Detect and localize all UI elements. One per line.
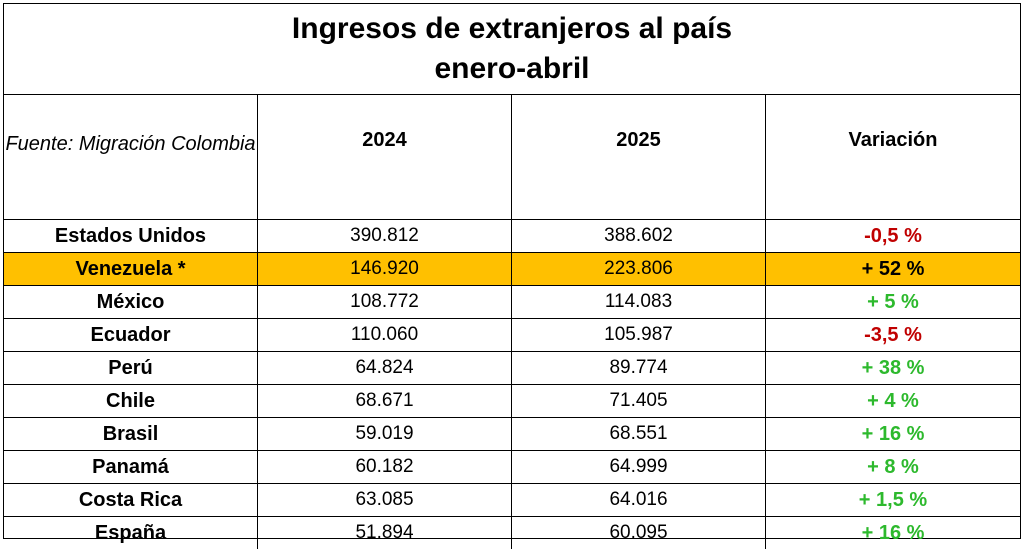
- table-row: Chile 68.671 71.405 + 4 %: [4, 384, 1020, 417]
- value-2024-cell: 64.824: [258, 352, 512, 384]
- country-cell: Brasil: [4, 418, 258, 450]
- country-cell: Estados Unidos: [4, 220, 258, 252]
- table-row: Costa Rica 63.085 64.016 + 1,5 %: [4, 483, 1020, 516]
- country-cell: Panamá: [4, 451, 258, 483]
- country-cell: Costa Rica: [4, 484, 258, 516]
- value-2024-cell: 108.772: [258, 286, 512, 318]
- table-title: Ingresos de extranjeros al país enero-ab…: [4, 4, 1020, 95]
- table-row: España 51.894 60.095 + 16 %: [4, 516, 1020, 549]
- value-2025-cell: 388.602: [512, 220, 766, 252]
- variation-cell: + 1,5 %: [858, 488, 928, 511]
- value-2024-cell: 51.894: [258, 517, 512, 549]
- column-header-2024: 2024: [258, 95, 512, 219]
- data-table: Ingresos de extranjeros al país enero-ab…: [3, 3, 1021, 549]
- header-row: Fuente: Migración Colombia 2024 2025 Var…: [4, 95, 1020, 220]
- title-line-2: enero-abril: [434, 52, 590, 85]
- variation-cell: + 8 %: [867, 455, 919, 478]
- table-row: Ecuador 110.060 105.987 -3,5 %: [4, 318, 1020, 351]
- value-2024-cell: 390.812: [258, 220, 512, 252]
- table-row: Brasil 59.019 68.551 + 16 %: [4, 417, 1020, 450]
- variation-cell: + 16 %: [861, 422, 925, 445]
- value-2024-cell: 146.920: [258, 253, 512, 285]
- country-cell: Ecuador: [4, 319, 258, 351]
- column-header-2025: 2025: [512, 95, 766, 219]
- table-row: México 108.772 114.083 + 5 %: [4, 285, 1020, 318]
- variation-cell: -3,5 %: [864, 323, 922, 346]
- variation-cell: + 4 %: [867, 389, 919, 412]
- column-header-variation: Variación: [848, 129, 938, 151]
- value-2025-cell: 89.774: [512, 352, 766, 384]
- variation-cell: + 52 %: [861, 257, 925, 280]
- table-body: Estados Unidos 390.812 388.602 -0,5 % Venezu…: [4, 220, 1020, 549]
- table-row: Estados Unidos 390.812 388.602 -0,5 %: [4, 220, 1020, 252]
- variation-cell: -0,5 %: [864, 224, 922, 247]
- value-2025-cell: 64.016: [512, 484, 766, 516]
- table-row: Venezuela * 146.920 223.806 + 52 %: [4, 252, 1020, 285]
- value-2025-cell: 223.806: [512, 253, 766, 285]
- value-2024-cell: 63.085: [258, 484, 512, 516]
- title-line-1: Ingresos de extranjeros al país: [291, 12, 733, 45]
- variation-cell: + 38 %: [861, 356, 925, 379]
- value-2025-cell: 71.405: [512, 385, 766, 417]
- value-2024-cell: 59.019: [258, 418, 512, 450]
- value-2025-cell: 60.095: [512, 517, 766, 549]
- variation-cell: + 16 %: [861, 521, 925, 544]
- value-2025-cell: 68.551: [512, 418, 766, 450]
- country-cell: México: [4, 286, 258, 318]
- table-row: Perú 64.824 89.774 + 38 %: [4, 351, 1020, 384]
- value-2025-cell: 114.083: [512, 286, 766, 318]
- value-2025-cell: 105.987: [512, 319, 766, 351]
- value-2024-cell: 110.060: [258, 319, 512, 351]
- value-2025-cell: 64.999: [512, 451, 766, 483]
- value-2024-cell: 60.182: [258, 451, 512, 483]
- country-cell: España: [4, 517, 258, 549]
- source-note: Fuente: Migración Colombia: [4, 95, 258, 219]
- variation-cell: + 5 %: [867, 290, 919, 313]
- country-cell: Venezuela *: [4, 253, 258, 285]
- table-row: Panamá 60.182 64.999 + 8 %: [4, 450, 1020, 483]
- country-cell: Perú: [4, 352, 258, 384]
- country-cell: Chile: [4, 385, 258, 417]
- value-2024-cell: 68.671: [258, 385, 512, 417]
